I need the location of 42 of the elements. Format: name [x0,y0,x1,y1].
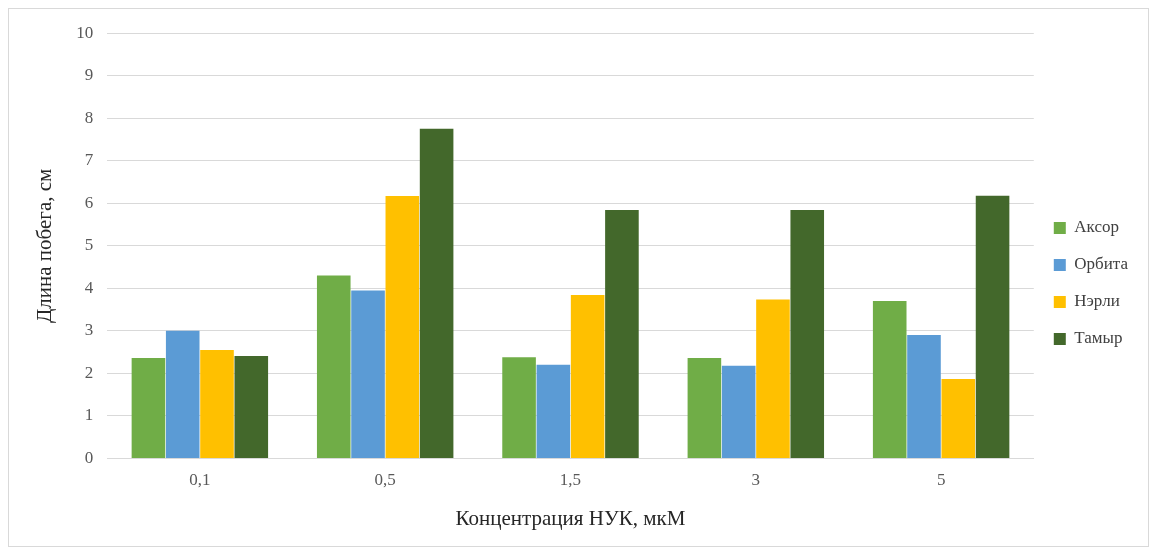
bar [234,355,269,458]
x-tick-label: 1,5 [559,470,582,490]
bar [419,128,454,458]
bar [907,335,941,458]
y-tick-label: 8 [84,107,94,127]
y-tick-label: 3 [84,320,94,340]
bar [790,210,825,458]
legend-label: Аксор [1074,217,1119,237]
x-tick-label: 3 [751,470,761,490]
y-tick-label: 2 [84,362,94,382]
bar [687,358,722,458]
bar [200,349,234,458]
bar [941,378,976,458]
bar [756,299,790,458]
bar [605,210,639,458]
bar [502,357,536,458]
x-tick-label: 5 [936,470,946,490]
x-tick-label: 0,1 [189,470,211,490]
y-axis-title: Длина побега, см [32,168,57,323]
y-tick-label: 7 [84,150,94,170]
bar [872,301,907,458]
bar [975,195,1010,458]
bar [351,290,385,458]
y-tick-label: 10 [76,22,94,42]
legend-label: Орбита [1074,254,1129,274]
bar [131,358,166,458]
legend-label: Нэрли [1074,291,1120,311]
bar [316,275,351,458]
bar [570,295,605,458]
y-tick-label: 6 [84,192,94,212]
bar [165,330,200,458]
legend-label: Тамыр [1074,328,1123,348]
bar [721,365,756,458]
bar [536,364,571,458]
y-tick-label: 1 [84,405,94,425]
y-tick-label: 5 [84,235,94,255]
y-tick-label: 9 [84,65,94,85]
y-tick-label: 0 [84,447,94,467]
bar [385,196,420,458]
x-tick-label: 0,5 [374,470,396,490]
x-axis-title: Концентрация НУК, мкМ [455,505,686,530]
y-tick-label: 4 [84,277,94,297]
